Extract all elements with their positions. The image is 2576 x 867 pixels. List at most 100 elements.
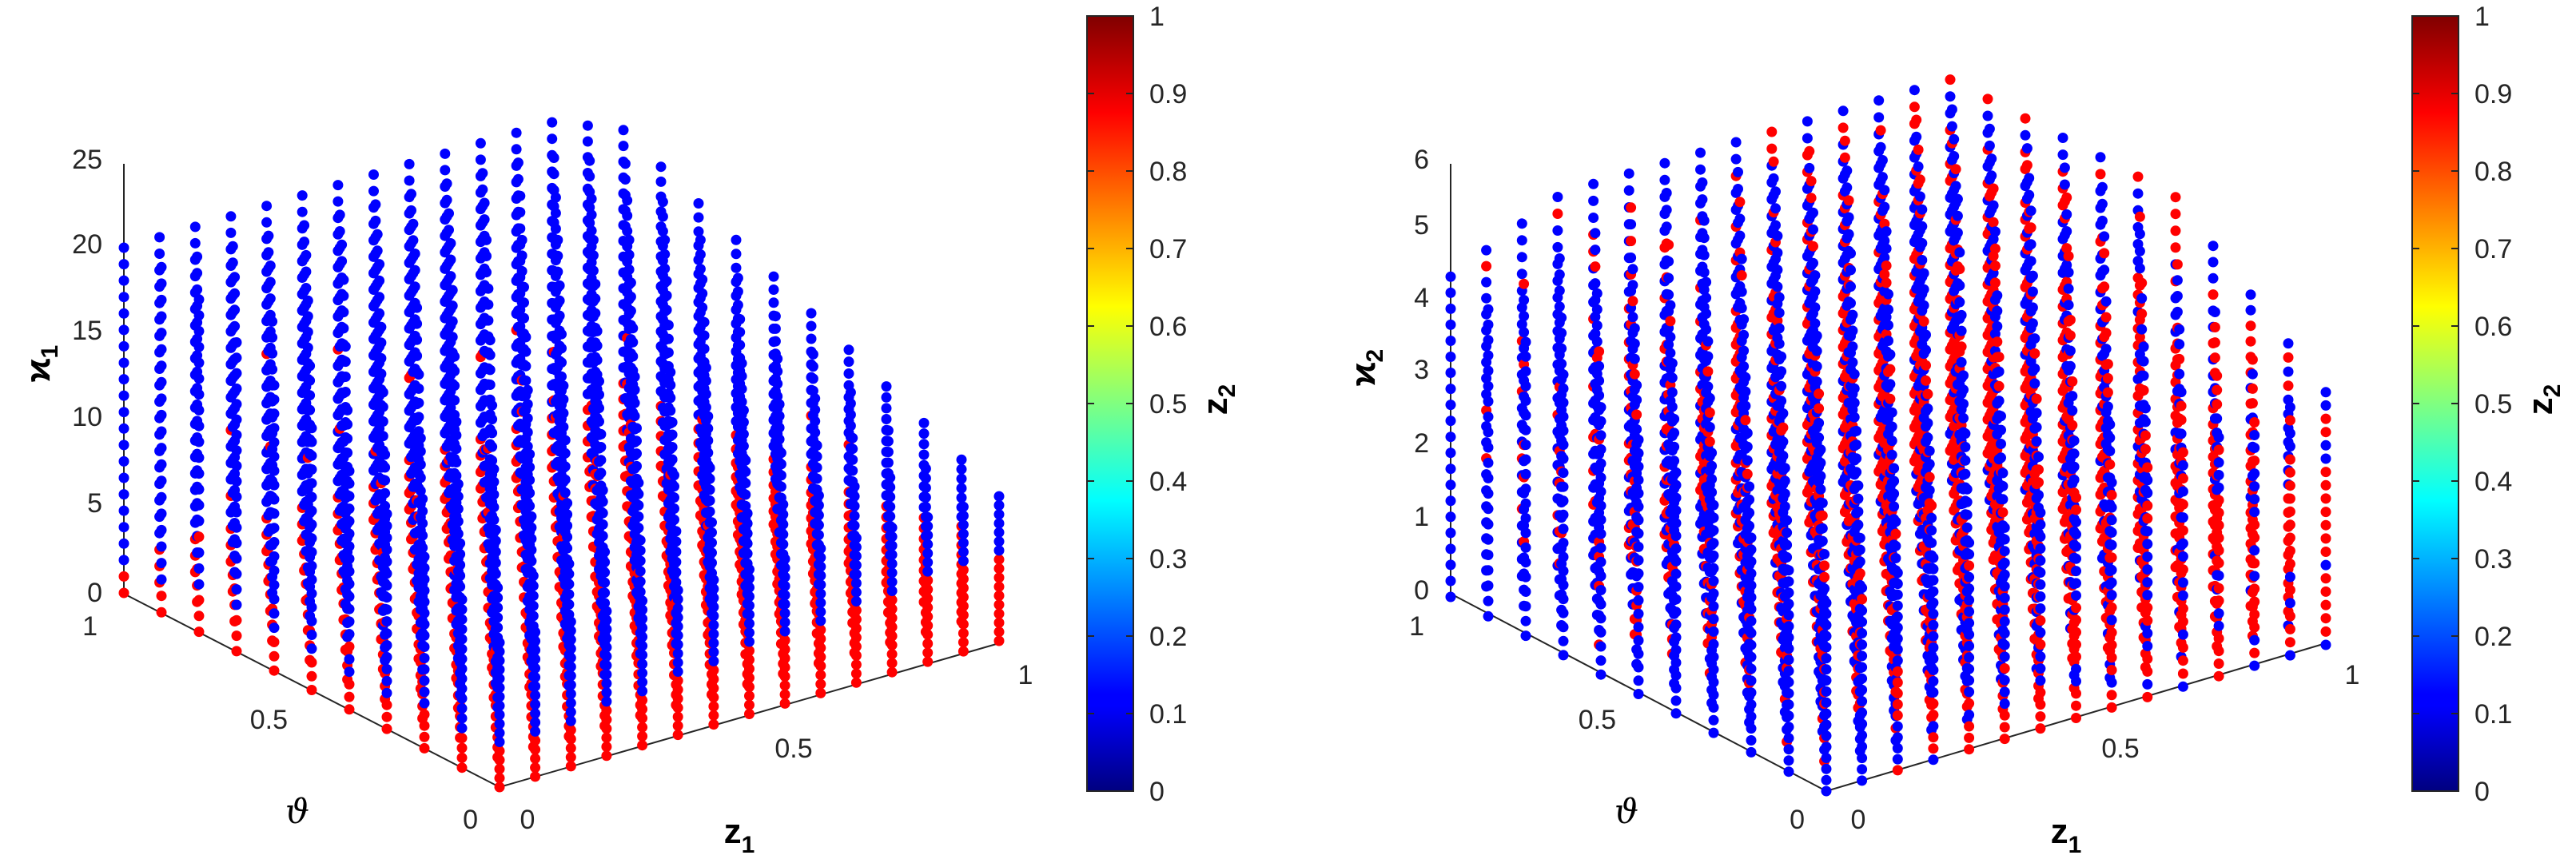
data-point — [530, 699, 541, 710]
data-point — [672, 657, 683, 668]
data-point — [447, 332, 458, 343]
data-point — [850, 542, 862, 553]
data-point — [156, 311, 167, 322]
data-point — [231, 337, 242, 348]
data-point — [703, 411, 714, 422]
data-point — [1591, 336, 1603, 347]
data-point — [1594, 390, 1605, 401]
data-point — [810, 416, 821, 427]
data-point — [1873, 95, 1885, 106]
data-point — [1627, 296, 1638, 307]
data-point — [637, 658, 648, 670]
data-point — [595, 428, 607, 439]
data-point — [530, 717, 541, 728]
data-point — [156, 558, 167, 569]
data-point — [332, 196, 344, 207]
data-point — [554, 310, 565, 321]
data-point — [918, 417, 930, 428]
data-point — [494, 700, 505, 711]
data-point — [1481, 276, 1492, 288]
data-point — [779, 644, 790, 655]
data-point — [449, 365, 460, 376]
data-point — [456, 594, 468, 605]
data-point — [920, 483, 931, 493]
data-point — [700, 362, 711, 373]
data-point — [156, 607, 167, 618]
data-point — [192, 251, 203, 262]
data-point — [2021, 160, 2033, 171]
data-point — [193, 341, 205, 352]
data-point — [381, 544, 392, 555]
data-point — [1629, 368, 1640, 380]
data-point — [1627, 280, 1638, 291]
data-point — [306, 436, 317, 447]
data-point — [631, 435, 642, 447]
data-point — [413, 397, 424, 408]
data-point — [882, 425, 894, 436]
data-point — [554, 280, 565, 291]
data-point — [659, 263, 671, 274]
data-point — [306, 450, 317, 461]
data-point — [882, 447, 894, 458]
data-point — [484, 380, 496, 390]
data-point — [708, 665, 719, 676]
data-point — [1911, 114, 1922, 125]
data-point — [1952, 227, 1963, 238]
data-point — [736, 396, 747, 408]
data-point — [565, 761, 576, 772]
data-point — [886, 531, 898, 543]
data-point — [1558, 397, 1569, 408]
data-point — [231, 599, 242, 610]
data-point — [1519, 295, 1530, 305]
data-point — [1631, 380, 1642, 391]
data-point — [1774, 338, 1785, 349]
data-point — [487, 455, 498, 466]
data-point — [417, 518, 428, 529]
data-point — [885, 501, 896, 512]
data-point — [455, 581, 466, 592]
data-point — [1945, 91, 1956, 102]
data-point — [305, 375, 316, 386]
data-point — [447, 316, 458, 327]
data-point — [562, 531, 573, 543]
data-point — [847, 465, 858, 476]
data-point — [633, 488, 644, 499]
data-point — [958, 610, 969, 621]
data-point — [524, 448, 536, 459]
data-point — [1445, 575, 1456, 587]
data-point — [1808, 207, 1818, 218]
data-point — [520, 332, 532, 343]
data-point — [779, 563, 790, 574]
data-point — [306, 657, 317, 668]
data-point — [774, 399, 785, 410]
data-point — [807, 348, 818, 360]
data-point — [811, 451, 822, 462]
data-point — [815, 678, 826, 690]
data-point — [669, 470, 679, 481]
data-point — [1881, 260, 1892, 271]
data-point — [815, 570, 826, 581]
data-point — [519, 281, 529, 292]
data-point — [415, 472, 426, 483]
data-point — [1595, 556, 1607, 567]
data-point — [519, 312, 529, 324]
data-point — [1520, 410, 1531, 421]
data-point — [156, 393, 167, 404]
colorbar-tick-label: 0.7 — [1149, 234, 1187, 264]
data-point — [918, 449, 930, 460]
data-point — [1483, 472, 1494, 483]
data-point — [815, 543, 826, 554]
data-point — [885, 511, 896, 522]
data-point — [772, 353, 783, 364]
data-point — [599, 567, 611, 578]
data-point — [811, 462, 822, 473]
data-point — [229, 304, 241, 316]
data-point — [1663, 272, 1674, 284]
data-point — [922, 530, 934, 541]
data-point — [922, 611, 934, 622]
data-point — [306, 615, 317, 626]
data-point — [481, 234, 492, 245]
left-z-ticks: 0 5 10 15 20 25 — [72, 145, 102, 608]
data-point — [456, 634, 468, 645]
data-point — [118, 555, 129, 566]
